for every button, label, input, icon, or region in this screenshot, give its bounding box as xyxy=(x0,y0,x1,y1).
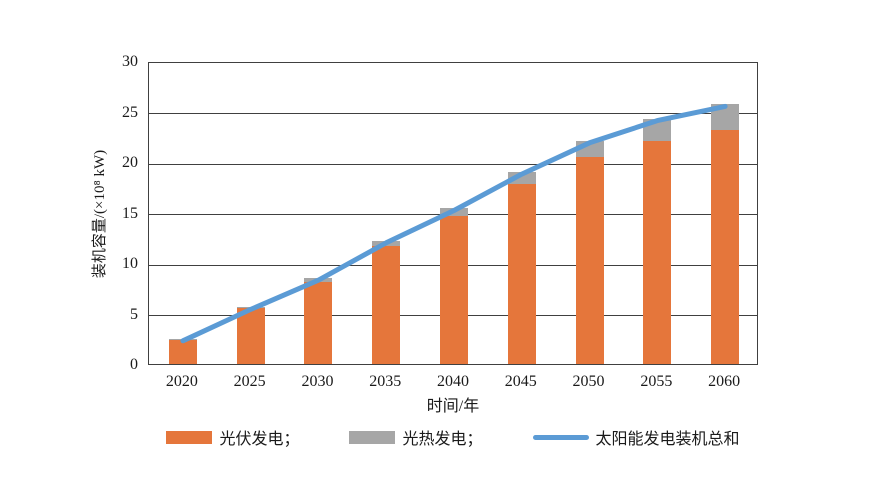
y-tick-label-15: 15 xyxy=(122,204,138,222)
bar-pv-2035 xyxy=(372,245,401,364)
x-tick-label-2020: 2020 xyxy=(165,373,198,390)
x-tick-label-2035: 2035 xyxy=(369,373,402,390)
x-tick-label-2025: 2025 xyxy=(233,373,266,390)
bar-pv-2060 xyxy=(711,129,740,364)
bar-pv-2030 xyxy=(304,282,333,364)
gridline-y-20 xyxy=(149,163,757,165)
legend-swatch-bar-1 xyxy=(349,430,396,444)
bar-pv-2020 xyxy=(168,339,197,364)
x-tick-label-2045: 2045 xyxy=(504,373,537,390)
legend-swatch-bar-0 xyxy=(166,430,213,444)
legend-swatch-line-2 xyxy=(532,434,589,440)
x-tick-label-2050: 2050 xyxy=(572,373,605,390)
gridline-y-25 xyxy=(149,113,757,114)
legend-label-0: 光伏发电； xyxy=(219,431,300,448)
y-tick-label-30: 30 xyxy=(122,53,138,70)
legend: 光伏发电； 光热发电； 太阳能发电装机总和 xyxy=(108,425,798,449)
bar-pv-2025 xyxy=(236,308,265,364)
bar-pv-2050 xyxy=(575,156,604,364)
x-axis-title: 时间/年 xyxy=(426,398,480,415)
legend-label-2: 太阳能发电装机总和 xyxy=(595,431,740,448)
legend-item-2: 太阳能发电装机总和 xyxy=(532,425,740,449)
x-tick-label-2030: 2030 xyxy=(301,373,334,390)
x-tick-label-2060: 2060 xyxy=(708,373,741,390)
legend-label-1: 光热发电； xyxy=(402,431,483,448)
x-tick-label-2040: 2040 xyxy=(437,373,469,390)
y-tick-label-5: 5 xyxy=(130,305,138,323)
y-tick-label-20: 20 xyxy=(122,154,138,171)
total-line-path xyxy=(180,103,728,344)
y-tick-label-10: 10 xyxy=(122,255,138,272)
y-tick-label-25: 25 xyxy=(122,103,138,121)
plot-area xyxy=(148,62,758,365)
legend-item-0: 光伏发电； xyxy=(166,425,299,449)
total-line xyxy=(180,103,728,344)
bar-pv-2055 xyxy=(643,140,672,364)
y-tick-label-0: 0 xyxy=(130,356,138,373)
x-tick-label-2055: 2055 xyxy=(640,373,673,390)
bar-pv-2045 xyxy=(507,184,536,364)
legend-item-1: 光热发电； xyxy=(349,425,483,449)
bar-pv-2040 xyxy=(440,215,468,364)
